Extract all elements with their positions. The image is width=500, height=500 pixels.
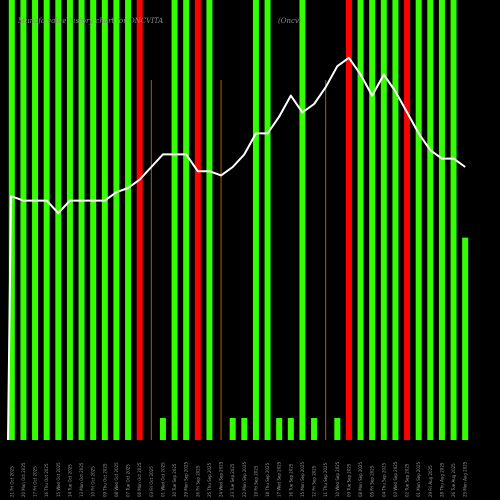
bar: [427, 0, 434, 440]
bar: [55, 0, 62, 440]
x-tick-label: 11 Thu Sep 2025: [323, 462, 328, 497]
x-tick-label: 01 Mon Sep 2025: [416, 461, 421, 497]
x-tick-label: 10 Wed Sep 2025: [335, 461, 340, 497]
x-tick-label: 09 Thu Oct 2025: [102, 463, 107, 497]
bar: [380, 0, 387, 440]
bar: [287, 418, 294, 440]
value-line: [7, 56, 466, 441]
x-tick-label: 16 Tue Sep 2025: [288, 463, 293, 497]
x-tick-label: 26 Fri Sep 2025: [195, 465, 200, 497]
bar: [206, 0, 213, 440]
x-tick-label: 14 Tue Oct 2025: [67, 464, 72, 497]
bar: [66, 0, 73, 440]
x-tick-label: 16 Thu Oct 2025: [44, 463, 49, 497]
x-tick-label: 22 Mon Sep 2025: [242, 461, 247, 497]
x-tick-label: 29 Fri Aug 2025: [428, 465, 433, 497]
x-tick-label: 25 Thu Sep 2025: [207, 462, 212, 497]
bar: [43, 0, 50, 440]
bar: [241, 418, 248, 440]
x-tick-label: 09 Tue Sep 2025: [346, 463, 351, 497]
bar: [462, 237, 469, 440]
bar: [90, 0, 97, 440]
bar: [264, 0, 271, 440]
bar: [171, 0, 178, 440]
x-tick-label: 20 Mon Oct 2025: [21, 462, 26, 497]
bar: [183, 0, 190, 440]
bar: [229, 418, 236, 440]
x-tick-label: 21 Fri Oct 2025: [9, 466, 14, 497]
x-tick-label: 15 Mon Sep 2025: [300, 461, 305, 497]
x-tick-labels: 21 Fri Oct 2025 20 Mon Oct 2025 17 Fri Oct…: [9, 461, 467, 497]
bar: [125, 0, 132, 440]
bar: [450, 0, 457, 440]
x-tick-label: 12 Fri Sep 2025: [312, 465, 317, 497]
x-tick-label: 02 Tue Sep 2025: [405, 463, 410, 497]
bar: [369, 0, 376, 440]
x-tick-label: 19 Fri Sep 2025: [253, 465, 258, 497]
x-tick-label: 23 Tue Sep 2025: [230, 463, 235, 497]
bar: [334, 418, 341, 440]
bar: [345, 0, 352, 440]
bar: [159, 418, 166, 440]
x-tick-label: 03 Fri Oct 2025: [149, 466, 154, 497]
line-layer: [7, 56, 466, 441]
chart-title: Munafa value history chart for ONCVITA: [17, 17, 163, 25]
x-tick-label: 05 Fri Sep 2025: [370, 465, 375, 497]
x-tick-label: 18 Thu Sep 2025: [265, 462, 270, 497]
x-tick-label: 17 Fri Oct 2025: [33, 466, 38, 497]
x-tick-label: 28 Thu Aug 2025: [439, 462, 444, 497]
x-tick-label: 06 Mon Oct 2025: [137, 462, 142, 497]
x-tick-label: 08 Mon Sep 2025: [358, 461, 363, 497]
bar: [404, 0, 411, 440]
x-tick-label: 07 Tue Oct 2025: [126, 464, 131, 497]
x-tick-label: 03 Wed Sep 2025: [393, 461, 398, 497]
x-tick-label: 29 Mon Sep 2025: [184, 461, 189, 497]
x-tick-label: 01 Wed Oct 2025: [160, 462, 165, 497]
bar: [20, 0, 27, 440]
x-tick-label: 25 Mon Aug 2025: [463, 461, 468, 497]
bar: [311, 418, 318, 440]
x-tick-label: 30 Tue Sep 2025: [172, 463, 177, 497]
bar: [194, 0, 201, 440]
x-tick-label: 17 Wed Sep 2025: [277, 461, 282, 497]
chart-title-suffix: (Oncvi: [278, 17, 301, 25]
x-tick-label: 10 Fri Oct 2025: [91, 466, 96, 497]
bar: [438, 0, 445, 440]
bar: [8, 0, 15, 440]
bar: [415, 0, 422, 440]
x-tick-label: 04 Thu Sep 2025: [381, 462, 386, 497]
x-tick-label: 26 Tue Aug 2025: [451, 463, 456, 497]
x-tick-label: 24 Wed Sep 2025: [219, 461, 224, 497]
bar: [252, 0, 259, 440]
bar: [392, 0, 399, 440]
bar: [78, 0, 85, 440]
x-tick-label: 15 Wed Oct 2025: [56, 462, 61, 497]
x-tick-label: 08 Wed Oct 2025: [114, 462, 119, 497]
x-tick-label: 13 Mon Oct 2025: [79, 462, 84, 497]
bar: [276, 418, 283, 440]
bar: [101, 0, 108, 440]
bar: [32, 0, 39, 440]
bars-layer: [8, 0, 469, 440]
bar: [136, 0, 143, 440]
bar: [357, 0, 364, 440]
bar: [299, 0, 306, 440]
bar: [113, 0, 120, 440]
